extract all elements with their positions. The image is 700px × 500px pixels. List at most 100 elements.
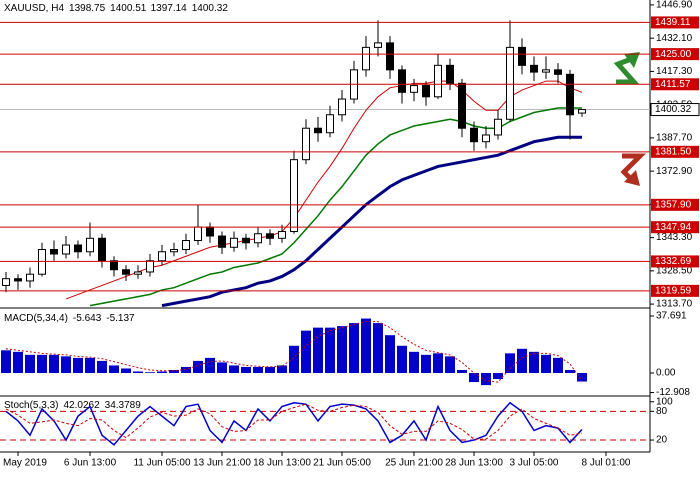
candle-body <box>446 64 454 84</box>
current-price-label: 1400.32 <box>655 104 692 115</box>
candle-body <box>434 64 442 98</box>
macd-bar <box>397 345 407 373</box>
level-label-box <box>651 284 699 297</box>
macd-bar <box>325 327 335 373</box>
candle-body <box>182 240 190 251</box>
level-label: 1347.94 <box>655 222 692 233</box>
candle-body <box>278 231 286 239</box>
candle-body <box>302 127 310 161</box>
candle-body <box>50 249 58 255</box>
y-tick-label: 1328.50 <box>656 265 693 276</box>
macd-bar <box>361 318 371 373</box>
macd-bar <box>481 372 491 386</box>
macd-bar <box>517 348 527 373</box>
candle-body <box>206 226 214 237</box>
candle-body <box>242 237 250 244</box>
level-label-box <box>651 16 699 29</box>
signal-line <box>5 321 583 383</box>
candle-body <box>314 127 322 134</box>
macd-bar <box>277 365 287 373</box>
candle-body <box>482 134 490 143</box>
macd-bar <box>205 357 215 373</box>
level-label-box <box>651 48 699 61</box>
macd-bar <box>217 362 227 373</box>
macd-bar <box>493 372 503 380</box>
x-tick-label: 3 Jul 05:00 <box>510 458 559 469</box>
y-tick-label: 1387.70 <box>656 133 693 144</box>
title-part: 1400.51 <box>110 3 147 14</box>
candle-body <box>326 114 334 134</box>
title-part: 1398.75 <box>69 3 106 14</box>
level-label-box <box>651 198 699 211</box>
y-tick-label: 20 <box>656 435 668 446</box>
x-tick-label: 25 Jun 21:00 <box>385 458 443 469</box>
candle-body <box>542 69 550 73</box>
x-tick-label: 21 Jun 05:00 <box>313 458 371 469</box>
candle-body <box>422 85 430 98</box>
macd-bar <box>1 350 11 373</box>
macd-bar <box>61 356 71 373</box>
macd-bar <box>313 327 323 373</box>
macd-bar <box>337 326 347 373</box>
stoch-line <box>5 403 583 440</box>
candle-body <box>266 233 274 239</box>
panel-title: Stoch(5,3,3) 42.0262 34.3789 <box>4 400 141 411</box>
macd-bar <box>109 365 119 373</box>
macd-bar <box>373 323 383 373</box>
level-label-box <box>651 255 699 268</box>
level-label: 1357.90 <box>655 199 692 210</box>
candle-body <box>230 237 238 248</box>
macd-bar <box>433 353 443 373</box>
macd-bar <box>253 366 263 373</box>
macd-bar <box>541 354 551 373</box>
title-part: 1400.32 <box>192 3 229 14</box>
candle-body <box>74 244 82 253</box>
macd-bar <box>265 366 275 373</box>
title-part: 42.0262 <box>63 400 100 411</box>
level-label: 1319.59 <box>655 285 692 296</box>
macd-bar <box>445 356 455 373</box>
level-label-box <box>651 78 699 91</box>
title-part: 34.3789 <box>105 400 142 411</box>
macd-bar <box>553 357 563 373</box>
macd-bar <box>25 354 35 373</box>
x-tick-label: 11 Jun 05:00 <box>133 458 191 469</box>
level-label: 1381.50 <box>655 146 692 157</box>
level-label-box <box>651 145 699 158</box>
macd-bar <box>181 366 191 373</box>
candle-body <box>362 46 370 71</box>
candle-body <box>578 109 586 114</box>
candle-body <box>134 271 142 275</box>
y-tick-label: 1446.90 <box>656 0 693 11</box>
candle-body <box>506 46 514 120</box>
macd-bar <box>385 335 395 373</box>
x-tick-label: 13 Jun 21:00 <box>193 458 251 469</box>
candle-body <box>554 69 562 75</box>
macd-bar <box>289 345 299 373</box>
x-tick-label: 31 May 2019 <box>0 458 47 469</box>
macd-bar <box>13 351 23 373</box>
candle-body <box>26 273 34 282</box>
y-tick-label: 80 <box>656 406 668 417</box>
candle-body <box>14 278 22 282</box>
candle-body <box>518 46 526 66</box>
level-label: 1332.69 <box>655 256 692 267</box>
y-tick-label: 0.00 <box>656 368 676 379</box>
candle-body <box>86 237 94 253</box>
macd-bar <box>421 354 431 373</box>
macd-bar <box>241 366 251 373</box>
macd-bar <box>457 369 467 373</box>
y-tick-label: 1343.30 <box>656 232 693 243</box>
candle-body <box>218 235 226 248</box>
macd-bar <box>409 351 419 373</box>
chart-layer: XAUUSD, H4 1398.75 1400.51 1397.14 1400.32 14… <box>0 0 700 469</box>
level-label: 1411.57 <box>655 79 691 90</box>
x-tick-label: 6 Jun 13:00 <box>64 458 117 469</box>
macd-bar <box>49 354 59 373</box>
macd-bar <box>37 354 47 373</box>
macd-bar <box>577 372 587 382</box>
level-label-box <box>651 221 699 234</box>
y-tick-label: 37.691 <box>656 311 687 322</box>
candle-body <box>254 233 262 244</box>
